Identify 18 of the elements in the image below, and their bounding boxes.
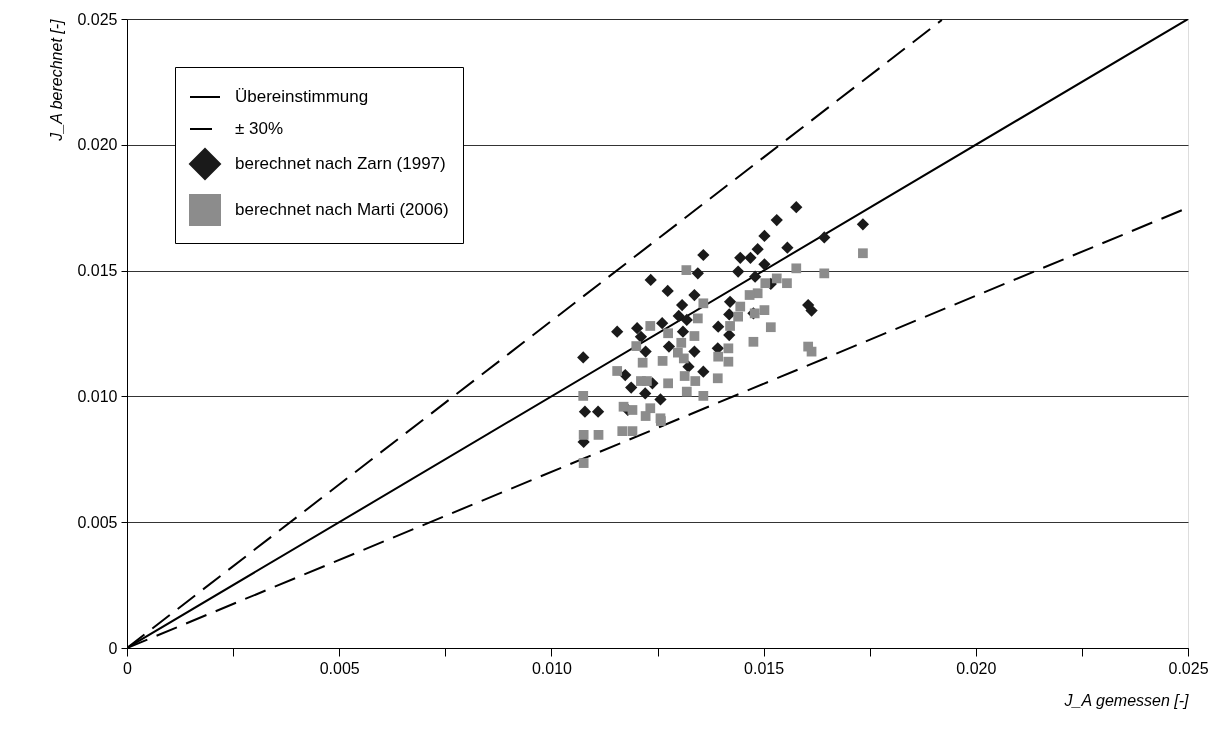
x-tick-label: 0.020 — [956, 659, 997, 677]
legend-label: Übereinstimmung — [235, 87, 369, 106]
legend-label: berechnet nach Marti (2006) — [235, 200, 449, 219]
legend-label: berechnet nach Zarn (1997) — [235, 154, 446, 173]
y-tick-label: 0.005 — [77, 513, 118, 531]
y-tick-label: 0.025 — [77, 10, 118, 28]
y-tick-label: 0.020 — [77, 136, 118, 154]
x-tick-label: 0 — [123, 659, 133, 677]
y-tick-label: 0.015 — [77, 262, 118, 280]
y-tick-label: 0.010 — [77, 387, 118, 405]
y-axis-title: J_A berechnet [-] — [48, 18, 66, 142]
legend-label: ± 30% — [235, 119, 284, 138]
x-tick-label: 0.015 — [744, 659, 785, 677]
x-tick-label: 0.005 — [319, 659, 360, 677]
y-tick-label: 0 — [108, 639, 118, 657]
x-tick-label: 0.010 — [531, 659, 573, 677]
x-axis-title: J_A gemessen [-] — [1063, 691, 1190, 709]
x-tick-label: 0.025 — [1168, 659, 1209, 677]
